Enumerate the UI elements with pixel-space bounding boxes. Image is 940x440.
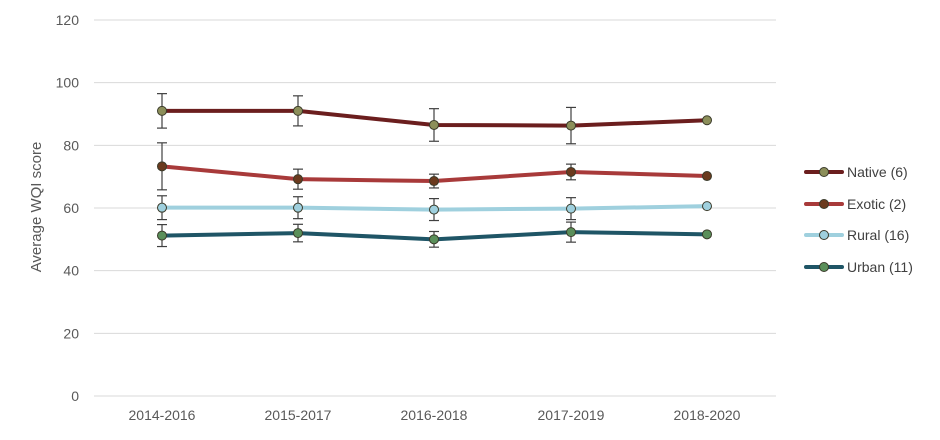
legend-swatch-marker <box>819 199 829 209</box>
y-tick-label: 60 <box>63 200 79 216</box>
data-point <box>157 105 167 116</box>
data-point <box>566 120 576 131</box>
x-tick-label: 2015-2017 <box>265 407 332 423</box>
y-tick-label: 20 <box>63 325 79 341</box>
x-tick-label: 2018-2020 <box>674 407 741 423</box>
data-point <box>293 105 303 116</box>
legend-label: Exotic (2) <box>847 196 906 212</box>
data-point <box>429 119 439 130</box>
y-tick-label: 80 <box>63 137 79 153</box>
data-point <box>157 230 167 241</box>
y-tick-label: 100 <box>56 75 80 91</box>
data-point <box>157 202 167 213</box>
data-point <box>702 201 712 212</box>
data-point <box>566 227 576 238</box>
x-tick-label: 2017-2019 <box>538 407 605 423</box>
y-tick-label: 120 <box>56 12 80 28</box>
y-tick-label: 0 <box>71 388 79 404</box>
legend-label: Native (6) <box>847 164 908 180</box>
data-point <box>429 176 439 187</box>
data-point <box>293 174 303 185</box>
legend: Native (6) Exotic (2) Rural (16) Urban (11) <box>804 164 913 275</box>
data-point <box>157 161 167 172</box>
x-axis-ticks: 2014-2016 2015-2017 2016-2018 2017-2019 2018… <box>129 407 741 423</box>
legend-swatch-marker <box>819 262 829 272</box>
data-point <box>293 202 303 213</box>
legend-label: Urban (11) <box>847 259 913 275</box>
series-markers <box>157 105 712 245</box>
data-point <box>566 203 576 214</box>
legend-item: Native (6) <box>804 164 908 180</box>
y-tick-label: 40 <box>63 263 79 279</box>
legend-item: Urban (11) <box>804 259 913 275</box>
legend-item: Rural (16) <box>804 227 909 243</box>
data-point <box>702 115 712 126</box>
data-point <box>702 171 712 182</box>
legend-label: Rural (16) <box>847 227 909 243</box>
data-point <box>429 204 439 215</box>
data-point <box>702 229 712 240</box>
y-axis-ticks: 0 20 40 60 80 100 120 <box>56 12 80 404</box>
data-point <box>293 228 303 239</box>
legend-swatch-marker <box>819 167 829 177</box>
data-point <box>566 166 576 177</box>
x-tick-label: 2016-2018 <box>401 407 468 423</box>
y-axis-title: Average WQI score <box>28 142 45 273</box>
legend-item: Exotic (2) <box>804 196 906 212</box>
x-tick-label: 2014-2016 <box>129 407 196 423</box>
legend-swatch-marker <box>819 230 829 240</box>
data-point <box>429 234 439 245</box>
